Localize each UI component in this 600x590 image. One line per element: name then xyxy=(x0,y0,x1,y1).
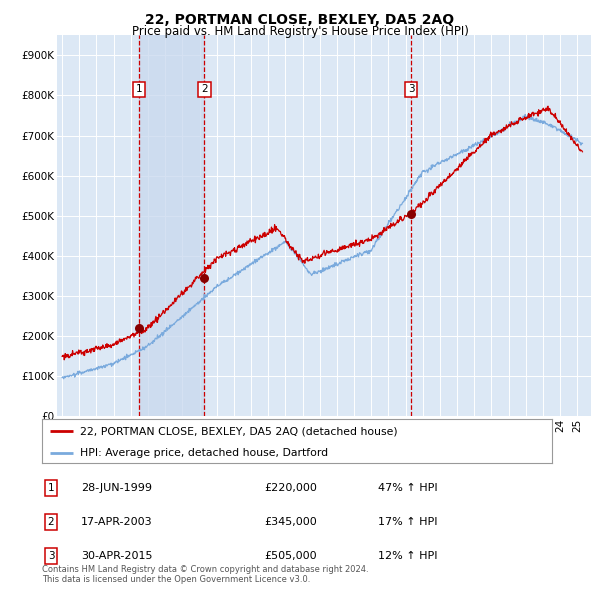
Text: £345,000: £345,000 xyxy=(264,517,317,527)
Text: HPI: Average price, detached house, Dartford: HPI: Average price, detached house, Dart… xyxy=(80,448,328,458)
Text: 1: 1 xyxy=(136,84,143,94)
Text: 3: 3 xyxy=(47,552,55,561)
Text: 3: 3 xyxy=(408,84,415,94)
Text: Contains HM Land Registry data © Crown copyright and database right 2024.
This d: Contains HM Land Registry data © Crown c… xyxy=(42,565,368,584)
Text: 22, PORTMAN CLOSE, BEXLEY, DA5 2AQ (detached house): 22, PORTMAN CLOSE, BEXLEY, DA5 2AQ (deta… xyxy=(80,427,398,436)
Text: 2: 2 xyxy=(201,84,208,94)
Text: 47% ↑ HPI: 47% ↑ HPI xyxy=(378,483,437,493)
Text: £505,000: £505,000 xyxy=(264,552,317,561)
Text: 17% ↑ HPI: 17% ↑ HPI xyxy=(378,517,437,527)
Text: 17-APR-2003: 17-APR-2003 xyxy=(81,517,152,527)
Text: 28-JUN-1999: 28-JUN-1999 xyxy=(81,483,152,493)
Text: £220,000: £220,000 xyxy=(264,483,317,493)
Text: 12% ↑ HPI: 12% ↑ HPI xyxy=(378,552,437,561)
Text: 1: 1 xyxy=(47,483,55,493)
Text: 2: 2 xyxy=(47,517,55,527)
Bar xyxy=(139,35,205,416)
Text: 30-APR-2015: 30-APR-2015 xyxy=(81,552,152,561)
Text: 22, PORTMAN CLOSE, BEXLEY, DA5 2AQ: 22, PORTMAN CLOSE, BEXLEY, DA5 2AQ xyxy=(145,13,455,27)
Text: Price paid vs. HM Land Registry's House Price Index (HPI): Price paid vs. HM Land Registry's House … xyxy=(131,25,469,38)
